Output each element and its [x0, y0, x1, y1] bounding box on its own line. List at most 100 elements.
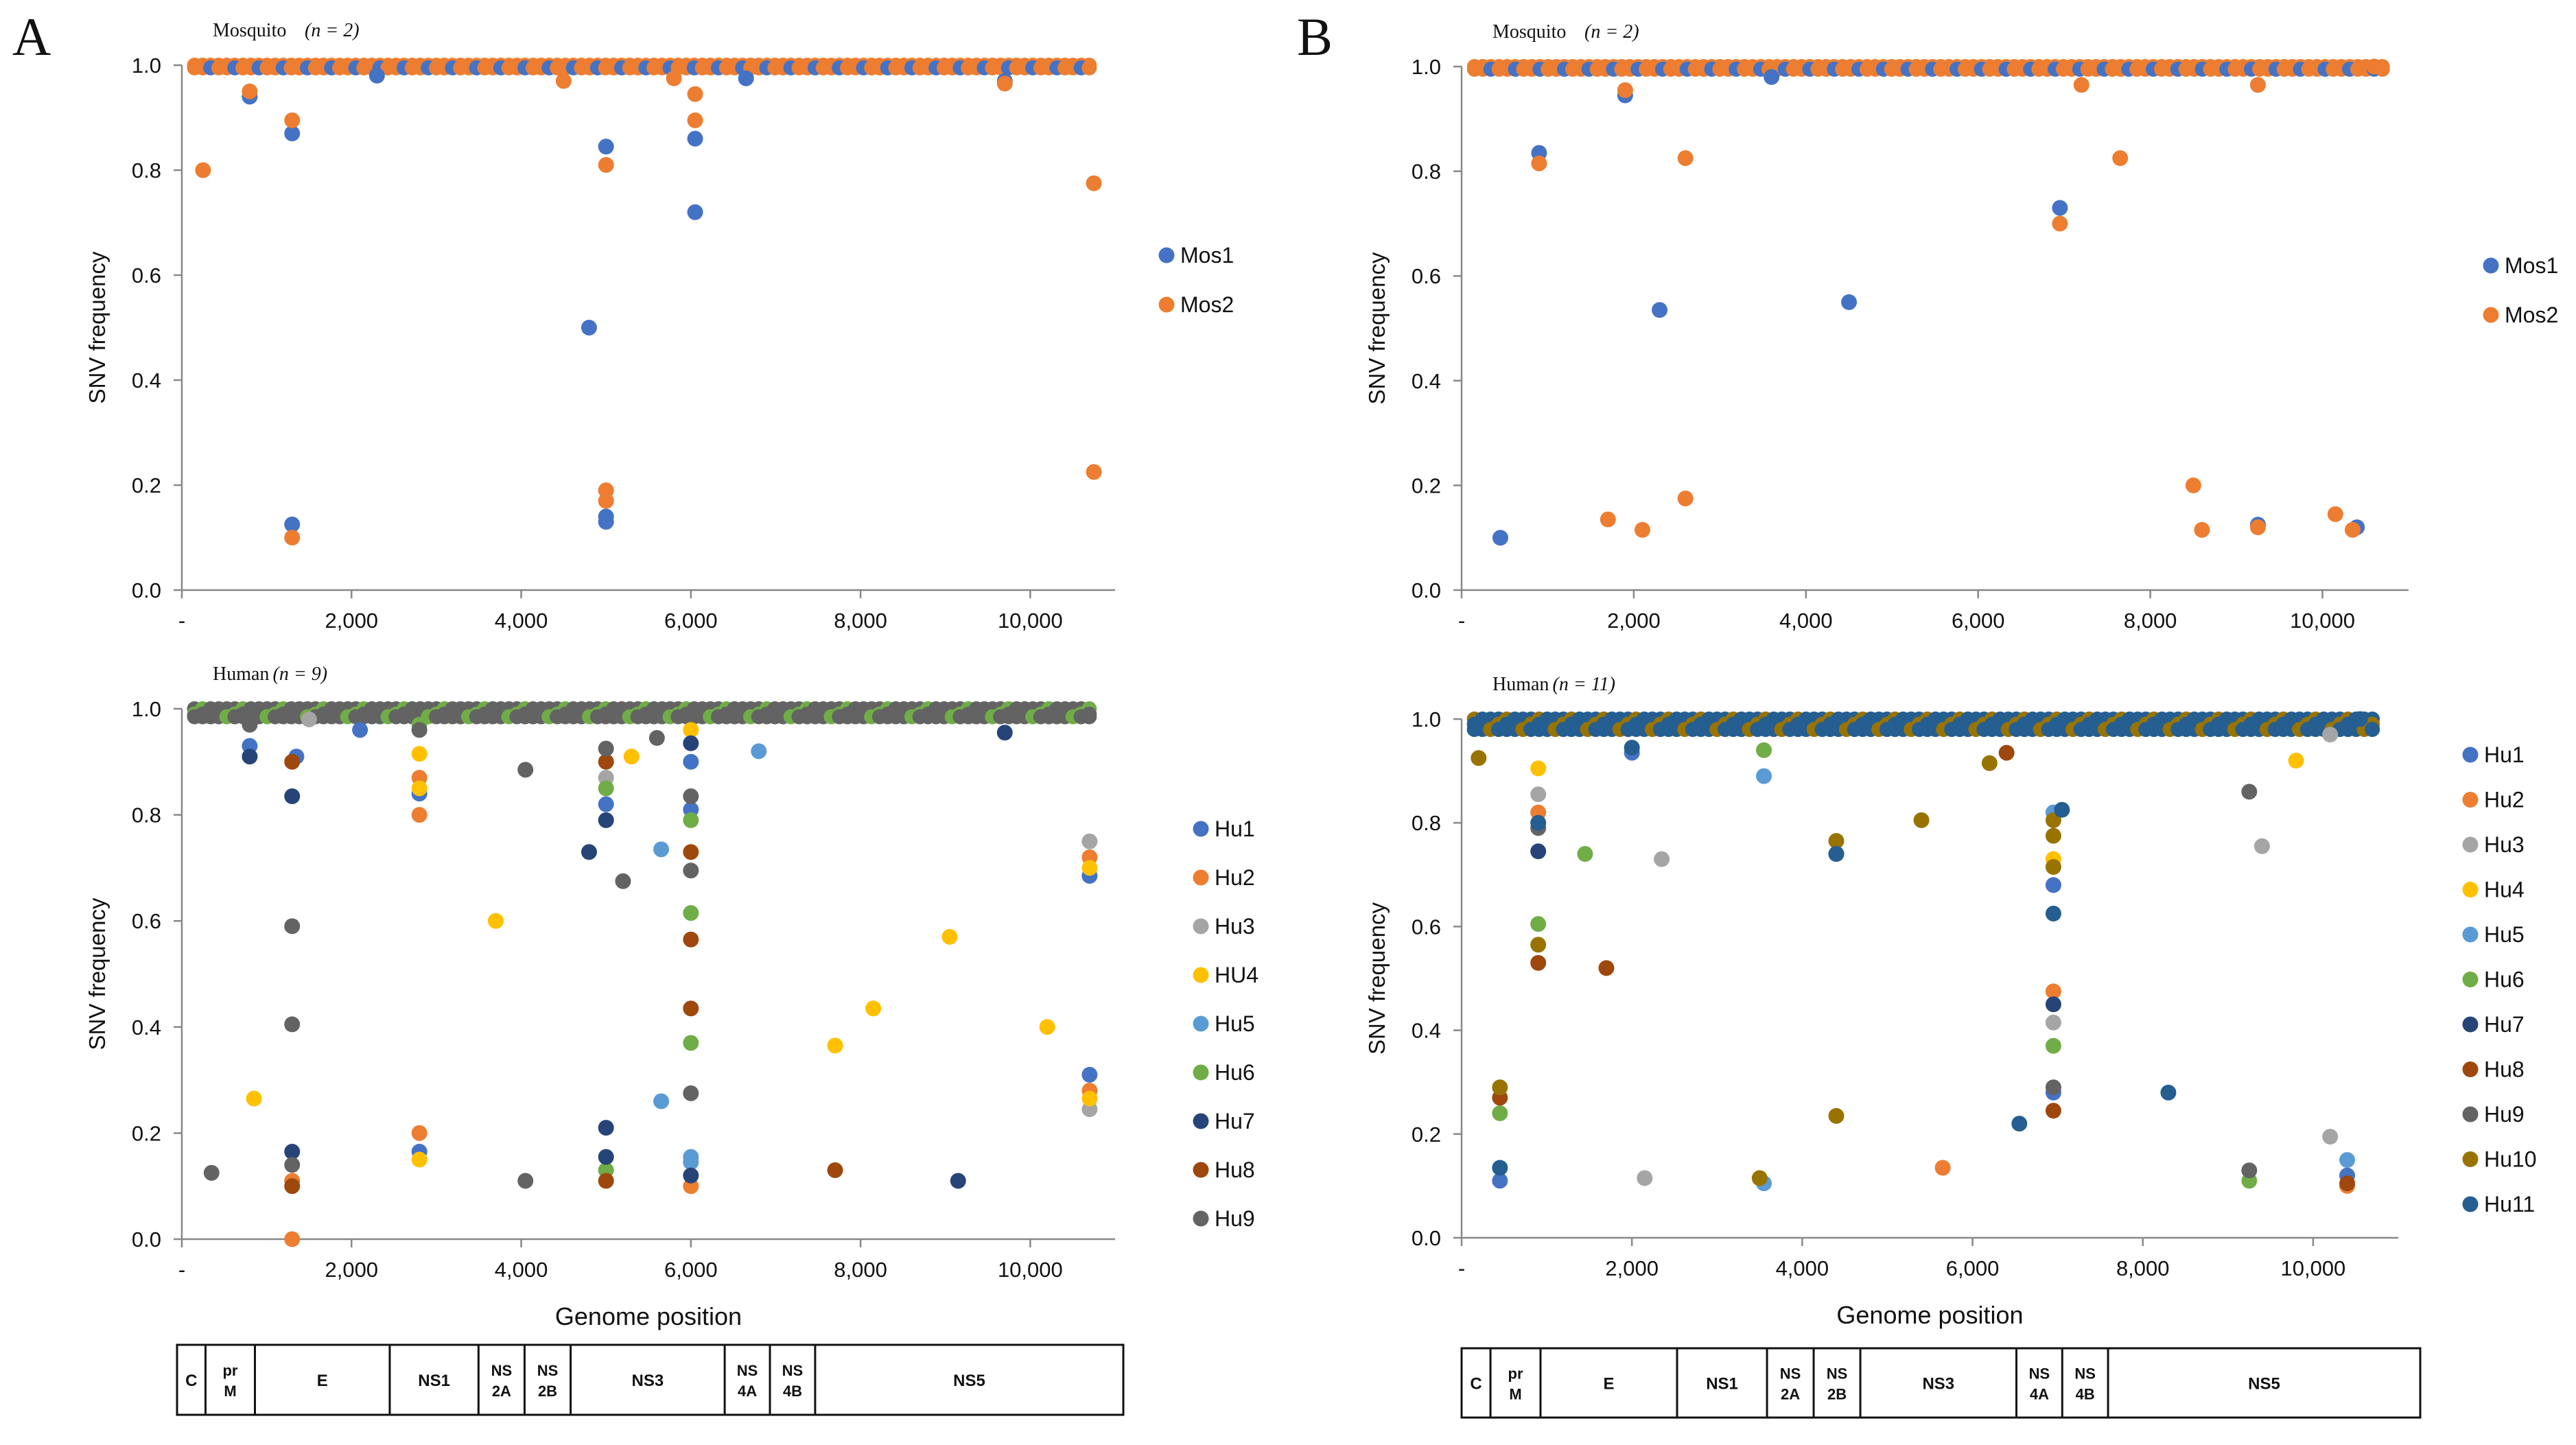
point-mos2 — [1634, 521, 1650, 538]
point-hu4 — [865, 1000, 882, 1017]
point-hu10 — [1751, 1170, 1768, 1186]
point-hu5 — [2339, 1152, 2356, 1168]
point-hu10 — [1913, 812, 1930, 828]
genome-map-frame — [1460, 1347, 2422, 1419]
segment-label-part: M — [1509, 1386, 1521, 1403]
point-hu7 — [598, 1120, 614, 1136]
point-hu1 — [2045, 877, 2061, 893]
x-tick-label: 6,000 — [1952, 609, 2005, 633]
x-axis-label: Genome position — [555, 1302, 742, 1330]
legend-marker-hu6 — [2462, 972, 2479, 987]
legend-label-hu4: HU4 — [1215, 963, 1258, 987]
point-hu7 — [284, 1143, 301, 1160]
point-hu10 — [1828, 1107, 1845, 1124]
point-hu7 — [683, 1167, 699, 1184]
legend-label-mos2: Mos2 — [1180, 292, 1234, 317]
segment-label-part: 2A — [492, 1383, 511, 1400]
series-mos2 — [1531, 58, 2382, 538]
segment-label-part: 2A — [1781, 1386, 1800, 1403]
chart-title: Human — [213, 663, 269, 685]
chart-b-top: 0.0 0.2 0.4 0.6 0.8 1.0 - 2,000 4,000 6,000 8,000 1… — [1364, 21, 2558, 633]
legend-marker-hu1 — [2462, 747, 2479, 763]
point-hu5 — [751, 743, 767, 760]
segment-label-part: NS — [782, 1362, 804, 1379]
point-hu9 — [2241, 784, 2258, 800]
segment-label-part: M — [224, 1383, 236, 1400]
point-hu11 — [2045, 906, 2061, 921]
point-hu4 — [827, 1037, 843, 1054]
x-tick-label: 10,000 — [2290, 609, 2355, 633]
x-tick-label: 2,000 — [325, 609, 378, 633]
x-tick-label: 4,000 — [495, 609, 548, 633]
x-tick-label: - — [178, 609, 185, 633]
legend-marker-hu2 — [1193, 869, 1209, 886]
legend-label-hu2: Hu2 — [1215, 865, 1255, 890]
panel-letter-a: A — [12, 7, 51, 67]
legend-marker-hu10 — [2462, 1151, 2479, 1167]
series-mos1 — [1492, 69, 2365, 546]
legend-label-hu7: Hu7 — [2484, 1012, 2525, 1037]
point-hu8 — [1598, 960, 1615, 976]
point-hu6 — [683, 1035, 699, 1051]
segment-label-part: pr — [222, 1362, 237, 1379]
point-hu11 — [1828, 846, 1845, 862]
point-hu9 — [648, 730, 665, 747]
point-hu7 — [284, 788, 301, 805]
point-mos2 — [1086, 464, 1102, 480]
point-hu7 — [1530, 843, 1547, 860]
point-mos2 — [1086, 175, 1102, 191]
point-hu2 — [411, 1125, 428, 1141]
point-mos2 — [598, 493, 614, 509]
x-tick-label: - — [1458, 1256, 1465, 1280]
legend-marker-hu4 — [2462, 882, 2479, 897]
point-hu3 — [1637, 1170, 1653, 1186]
point-hu10 — [1530, 937, 1547, 953]
point-mos2 — [666, 70, 682, 86]
charts-layer: 0.0 0.2 0.4 0.6 0.8 1.0 - 2,000 4,000 6,000 8,000 1… — [84, 20, 2558, 1330]
series-hu8 — [284, 753, 843, 1195]
segment-label-part: NS — [537, 1362, 559, 1379]
y-axis-label: SNV frequency — [84, 897, 110, 1050]
legend-marker-hu4 — [1193, 967, 1209, 983]
y-axis-label: SNV frequency — [84, 251, 110, 403]
y-tick-label: 0.6 — [1412, 915, 1441, 939]
x-tick-label: 8,000 — [2116, 1256, 2170, 1280]
segment-label-part: NS — [737, 1362, 758, 1379]
segment-label-c: C — [1470, 1375, 1482, 1394]
point-hu10 — [1828, 833, 1845, 849]
point-hu9 — [517, 1173, 534, 1189]
point-hu2 — [2045, 983, 2061, 1000]
y-tick-label: 0.8 — [1412, 811, 1441, 835]
point-hu11 — [1530, 814, 1547, 831]
legend-marker-hu9 — [2462, 1106, 2479, 1123]
legend-marker-hu8 — [1193, 1162, 1209, 1178]
point-hu8 — [827, 1162, 843, 1179]
y-tick-label: 1.0 — [132, 697, 161, 721]
legend-label-mos1: Mos1 — [2505, 253, 2558, 278]
point-hu6 — [598, 780, 614, 797]
point-mos1 — [738, 70, 754, 86]
segment-label-part: NS — [491, 1362, 513, 1379]
point-mos2 — [555, 73, 572, 89]
point-hu8 — [2339, 1175, 2356, 1192]
point-hu4 — [411, 1151, 428, 1168]
chart-b-bottom: 0.0 0.2 0.4 0.6 0.8 1.0 - 2,000 4,000 6,000 8,000 1… — [1364, 674, 2537, 1329]
point-hu6 — [1577, 846, 1593, 862]
y-tick-label: 0.8 — [132, 158, 161, 183]
point-hu1 — [1492, 1173, 1508, 1189]
point-hu11 — [2011, 1116, 2028, 1132]
y-tick-label: 0.6 — [132, 263, 161, 287]
point-hu3 — [2322, 1129, 2339, 1145]
segment-label-ns1: NS1 — [418, 1372, 450, 1390]
segment-label-part: NS — [1780, 1365, 1801, 1383]
point-hu8 — [683, 844, 699, 860]
legend-marker-hu3 — [1193, 918, 1209, 935]
point-hu2 — [1934, 1160, 1951, 1176]
point-hu9 — [615, 873, 631, 889]
series-mos1 — [242, 67, 1013, 532]
point-mos1 — [368, 67, 385, 84]
y-tick-label: 0.4 — [1412, 369, 1441, 393]
point-hu1 — [352, 722, 368, 738]
point-mos1 — [687, 204, 703, 220]
